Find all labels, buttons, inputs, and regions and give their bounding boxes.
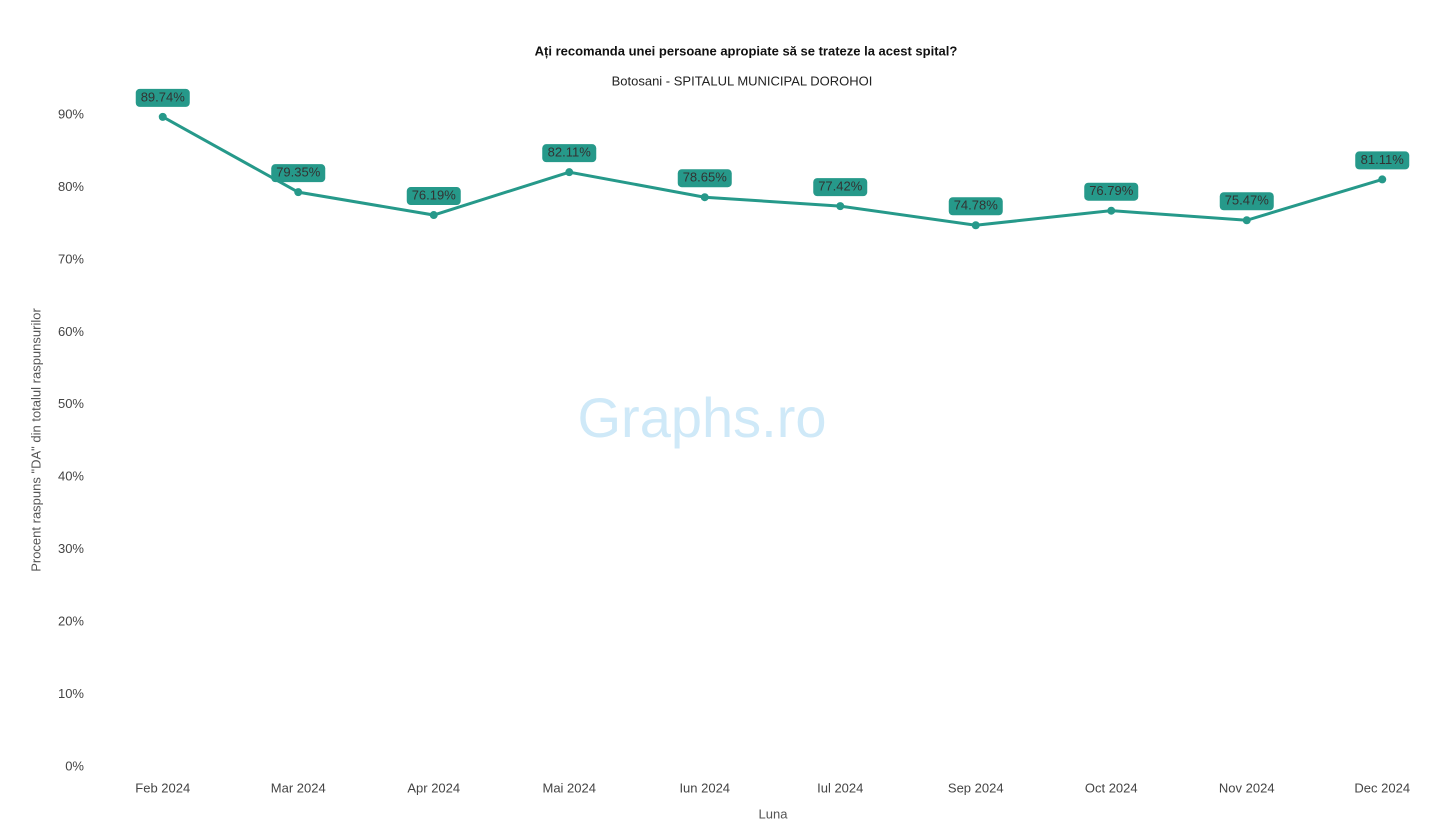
- y-tick-label: 20%: [58, 614, 84, 629]
- value-label-box: [271, 164, 326, 183]
- y-tick-label: 90%: [58, 106, 84, 121]
- value-label: 81.11%: [1361, 152, 1405, 167]
- point: [158, 112, 167, 121]
- point: [700, 193, 709, 202]
- y-axis-label: Procent raspuns "DA" din totalul raspuns…: [28, 308, 43, 572]
- value-label: 76.19%: [412, 187, 457, 202]
- y-tick-label: 70%: [58, 251, 84, 266]
- point: [836, 202, 845, 211]
- y-tick-label: 30%: [58, 541, 84, 556]
- point: [1242, 216, 1251, 225]
- y-tick-label: 0%: [65, 758, 84, 773]
- point: [971, 221, 980, 230]
- x-tick-label: Mai 2024: [543, 780, 596, 795]
- value-label-box: [677, 169, 732, 188]
- y-tick-label: 50%: [58, 396, 84, 411]
- value-label-box: [542, 144, 597, 163]
- value-label: 78.65%: [683, 170, 728, 185]
- x-tick-label: Dec 2024: [1354, 780, 1410, 795]
- y-tick-label: 80%: [58, 179, 84, 194]
- value-label: 79.35%: [276, 165, 321, 180]
- value-label-box: [1355, 151, 1410, 170]
- chart-title: Ați recomanda unei persoane apropiate să…: [535, 43, 958, 58]
- x-tick-label: Nov 2024: [1219, 780, 1275, 795]
- x-tick-label: Sep 2024: [948, 780, 1004, 795]
- point: [294, 188, 303, 197]
- y-tick-label: 40%: [58, 469, 84, 484]
- line: [162, 115, 1383, 227]
- value-label-box: [948, 197, 1003, 216]
- watermark: Graphs.ro: [578, 386, 827, 449]
- value-label-box: [1084, 182, 1139, 201]
- value-label: 74.78%: [954, 198, 999, 213]
- value-label-box: [135, 88, 190, 107]
- value-label-box: [406, 187, 461, 206]
- value-label: 75.47%: [1225, 193, 1270, 208]
- chart-subtitle: Botosani - SPITALUL MUNICIPAL DOROHOI: [612, 73, 873, 88]
- x-tick-label: Mar 2024: [271, 780, 326, 795]
- x-tick-label: Iun 2024: [679, 780, 730, 795]
- value-label-box: [813, 178, 868, 197]
- point: [429, 211, 438, 220]
- point: [565, 168, 574, 177]
- x-tick-label: Iul 2024: [817, 780, 863, 795]
- value-label: 82.11%: [548, 145, 592, 160]
- y-tick-label: 10%: [58, 686, 84, 701]
- x-tick-label: Feb 2024: [135, 780, 190, 795]
- value-label-box: [1219, 192, 1274, 211]
- point: [1378, 175, 1387, 184]
- x-axis-label: Luna: [759, 806, 789, 821]
- value-label: 77.42%: [818, 179, 863, 194]
- value-label: 76.79%: [1089, 183, 1134, 198]
- y-tick-label: 60%: [58, 324, 84, 339]
- x-tick-label: Apr 2024: [407, 780, 460, 795]
- x-tick-label: Oct 2024: [1085, 780, 1138, 795]
- value-label: 89.74%: [141, 89, 186, 104]
- point: [1107, 206, 1116, 215]
